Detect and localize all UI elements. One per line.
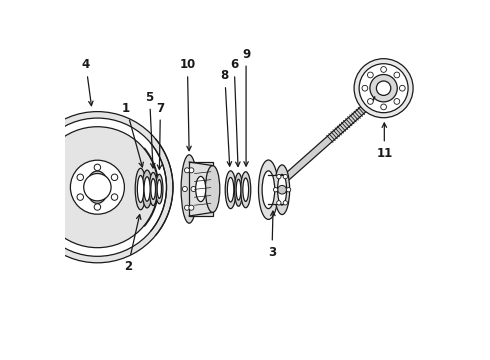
Ellipse shape (236, 179, 241, 200)
Circle shape (277, 201, 281, 205)
Text: 5: 5 (146, 91, 155, 168)
Ellipse shape (156, 174, 163, 204)
Ellipse shape (259, 160, 278, 220)
Text: 2: 2 (124, 215, 141, 273)
Circle shape (71, 160, 124, 214)
Circle shape (77, 174, 83, 181)
Circle shape (376, 81, 391, 95)
Text: 8: 8 (220, 69, 232, 166)
Circle shape (283, 201, 288, 205)
Text: 11: 11 (376, 123, 392, 159)
Circle shape (94, 204, 100, 210)
Circle shape (368, 72, 373, 78)
Ellipse shape (87, 171, 108, 203)
Circle shape (359, 64, 408, 113)
Circle shape (283, 175, 288, 179)
Bar (189, 162, 213, 216)
Circle shape (399, 85, 405, 91)
Text: 3: 3 (268, 211, 276, 258)
Circle shape (189, 205, 194, 210)
Circle shape (77, 194, 83, 200)
Ellipse shape (241, 172, 251, 208)
Ellipse shape (274, 165, 290, 215)
Circle shape (277, 175, 281, 179)
Circle shape (381, 104, 387, 110)
Polygon shape (275, 98, 375, 188)
Circle shape (37, 127, 158, 248)
Ellipse shape (144, 177, 150, 201)
Circle shape (28, 118, 167, 256)
Circle shape (370, 75, 397, 102)
Circle shape (185, 168, 190, 173)
Circle shape (394, 72, 400, 78)
Circle shape (189, 168, 194, 173)
Circle shape (182, 186, 187, 192)
Ellipse shape (262, 171, 275, 209)
Ellipse shape (225, 171, 236, 209)
Ellipse shape (142, 170, 152, 208)
Circle shape (84, 174, 111, 201)
Ellipse shape (149, 172, 157, 206)
Circle shape (354, 59, 413, 118)
Circle shape (286, 188, 291, 192)
Circle shape (362, 85, 368, 91)
Text: 4: 4 (82, 58, 93, 106)
Circle shape (278, 185, 286, 194)
Ellipse shape (227, 177, 234, 202)
Ellipse shape (151, 179, 155, 199)
Circle shape (191, 186, 196, 192)
Circle shape (185, 205, 190, 210)
Bar (269, 175, 282, 204)
Circle shape (111, 194, 118, 201)
Ellipse shape (137, 176, 144, 202)
Text: 1: 1 (122, 102, 144, 167)
Circle shape (111, 174, 118, 181)
Circle shape (94, 164, 100, 171)
Circle shape (368, 99, 373, 104)
Ellipse shape (205, 166, 220, 212)
Circle shape (22, 112, 173, 263)
Ellipse shape (243, 178, 248, 202)
Circle shape (273, 188, 278, 192)
Ellipse shape (196, 176, 206, 202)
Text: 7: 7 (156, 102, 165, 169)
Circle shape (394, 99, 400, 104)
Ellipse shape (277, 175, 287, 205)
Text: 9: 9 (242, 48, 250, 166)
Ellipse shape (157, 180, 162, 198)
Text: 6: 6 (230, 58, 240, 166)
Ellipse shape (235, 173, 243, 206)
Ellipse shape (135, 168, 146, 210)
Text: 10: 10 (179, 58, 196, 150)
Circle shape (381, 67, 387, 72)
Ellipse shape (181, 155, 197, 223)
